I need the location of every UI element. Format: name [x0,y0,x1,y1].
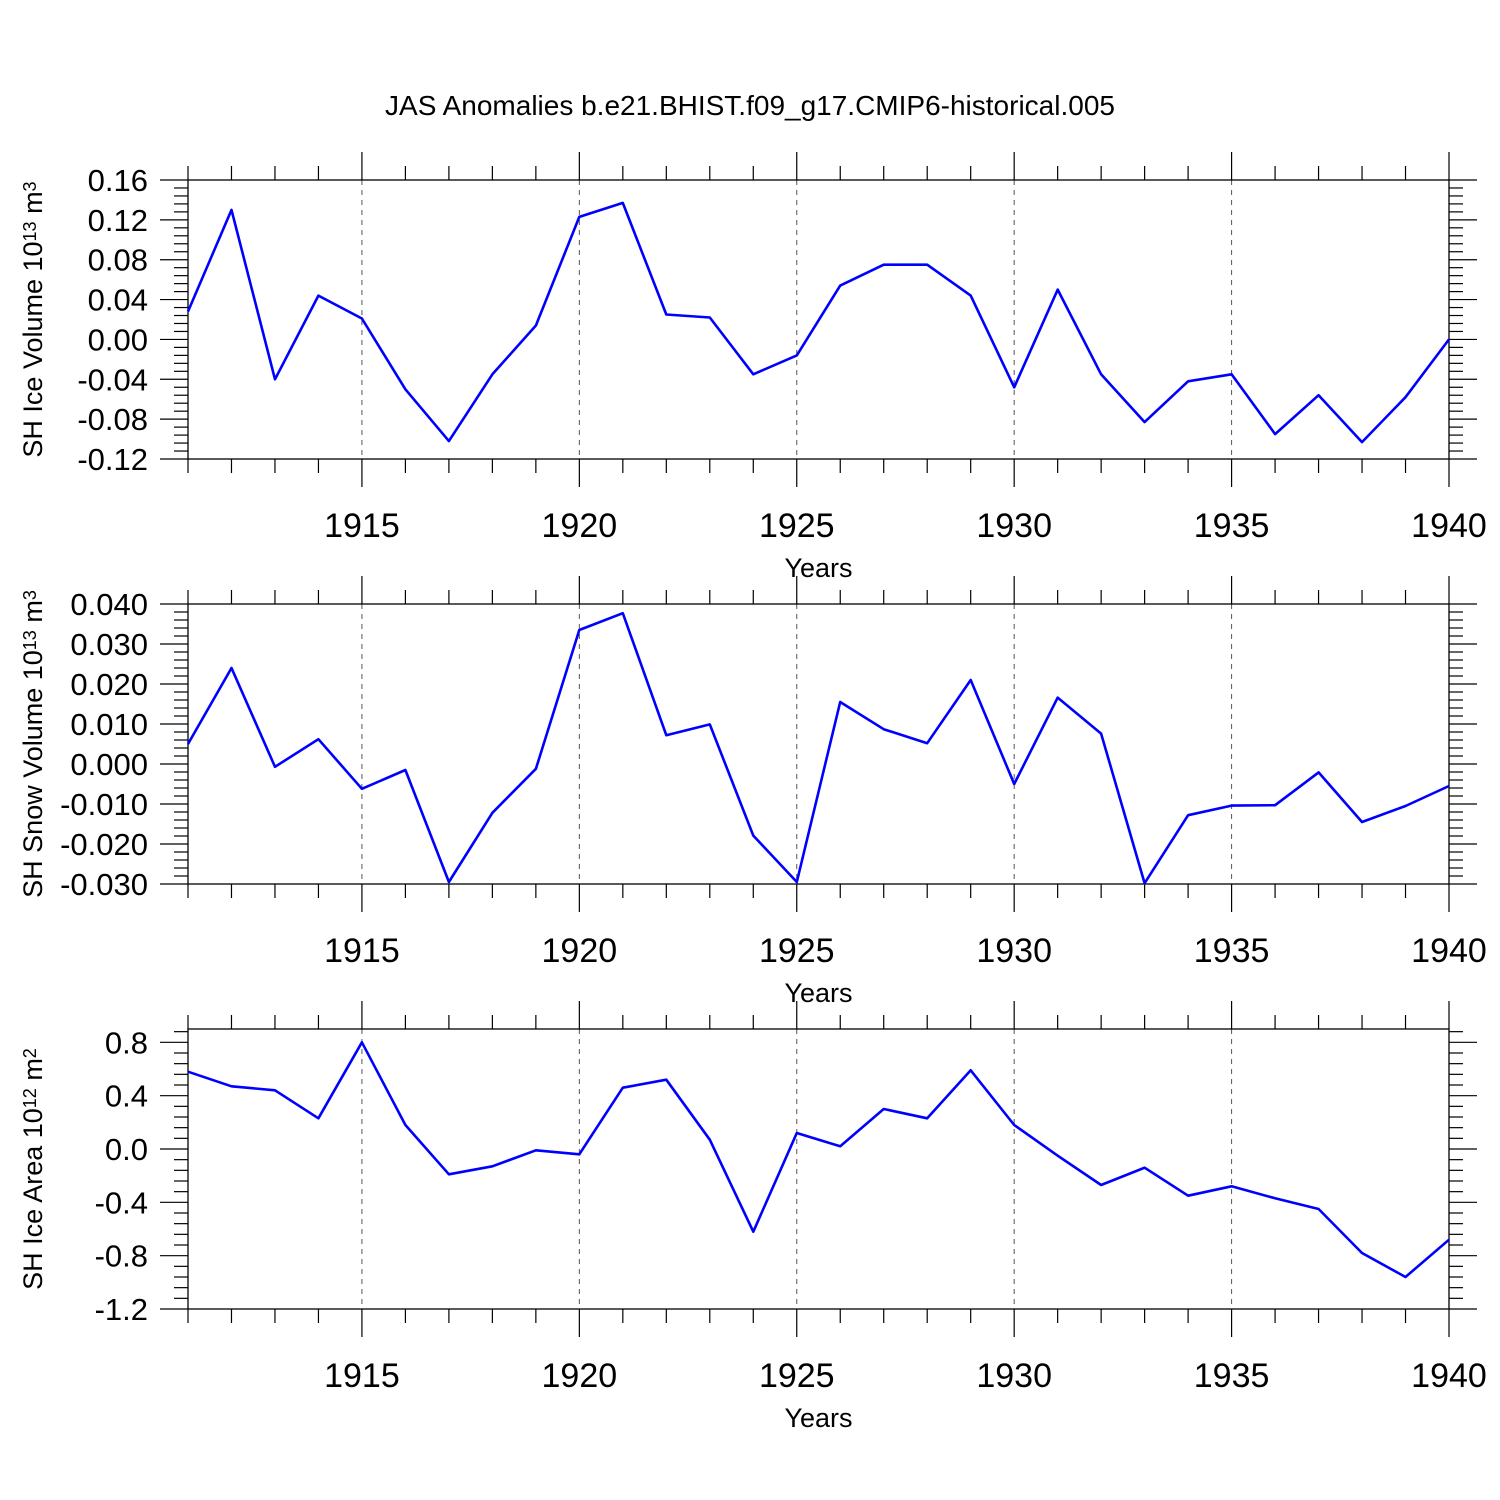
y-axis-label-superscript: 12 [20,1088,40,1108]
y-axis-label-superscript: 2 [20,1048,40,1058]
x-tick-label: 1935 [1194,507,1270,545]
y-tick-label: 0.0 [105,1132,148,1167]
x-tick-label: 1940 [1411,1357,1487,1395]
y-tick-label: 0.010 [70,707,148,742]
x-tick-label: 1940 [1411,932,1487,970]
x-tick-label: 1915 [324,507,400,545]
y-tick-label: 0.16 [88,163,148,198]
data-series-line [186,611,1450,885]
y-tick-label: 0.8 [105,1025,148,1060]
y-axis-label-superscript: 13 [20,630,40,650]
x-tick-label: 1915 [324,1357,400,1395]
y-axis-label-superscript: 3 [20,590,40,600]
x-axis-label: Years [784,1403,852,1433]
y-axis-label-text: SH Snow Volume 10 [18,650,48,898]
y-tick-label: -0.04 [77,362,148,397]
y-axis-label-text: m [18,600,48,630]
y-tick-label: -0.12 [77,442,148,477]
x-tick-label: 1930 [976,932,1052,970]
data-series-line [187,1041,1450,1279]
x-tick-label: 1920 [542,1357,618,1395]
y-tick-label: -0.8 [95,1239,148,1274]
chart-panel-snow-volume: -0.030 -0.020 -0.010 0.000 0.010 0.020 0.030 0.… [18,576,1487,1008]
y-tick-label: -0.08 [77,402,148,437]
y-tick-label: -0.010 [60,787,148,822]
y-tick-label: 0.040 [70,587,148,622]
y-axis-label: SH Ice Area 1012 m2 [18,1048,48,1290]
y-axis-label-text: SH Ice Area 10 [18,1108,48,1290]
x-tick-label: 1930 [976,507,1052,545]
y-axis-label-text: m [18,1058,48,1088]
y-tick-label: 0.12 [88,203,148,238]
y-axis-label-superscript: 13 [20,221,40,241]
y-tick-label: 0.00 [88,322,148,357]
y-tick-label: -1.2 [95,1292,148,1327]
x-tick-label: 1925 [759,932,835,970]
data-series-line [186,201,1451,444]
y-tick-label: -0.030 [60,867,148,902]
x-tick-label: 1935 [1194,932,1270,970]
x-tick-label: 1930 [976,1357,1052,1395]
x-tick-label: 1925 [759,507,835,545]
y-axis-label-text: m [18,191,48,221]
plot-frame [187,1028,1450,1310]
y-tick-label: -0.4 [95,1185,148,1220]
plot-frame [187,179,1450,460]
x-tick-label: 1920 [542,932,618,970]
chart-panel-ice-area: -1.2 -0.8 -0.4 0.0 0.4 0.8 1915 1920 1925 1930 193… [18,1001,1487,1433]
x-tick-label: 1925 [759,1357,835,1395]
chart-panel-ice-volume: -0.12 -0.08 -0.04 0.00 0.04 0.08 0.12 0.16 1915 1… [18,152,1487,583]
x-axis-label: Years [784,978,852,1008]
y-axis-label-superscript: 3 [20,181,40,191]
x-tick-label: 1915 [324,932,400,970]
x-tick-label: 1935 [1194,1357,1270,1395]
x-tick-label: 1920 [542,507,618,545]
x-axis-label: Years [784,553,852,583]
plot-frame [187,603,1450,885]
y-axis-label: SH Ice Volume 1013 m3 [18,181,48,457]
y-tick-label: 0.4 [105,1079,148,1114]
y-tick-label: 0.030 [70,627,148,662]
y-axis-label: SH Snow Volume 1013 m3 [18,590,48,898]
y-tick-label: 0.000 [70,747,148,782]
figure-title: JAS Anomalies b.e21.BHIST.f09_g17.CMIP6-… [385,90,1115,121]
y-tick-label: -0.020 [60,827,148,862]
y-tick-label: 0.04 [88,283,148,318]
x-tick-label: 1940 [1411,507,1487,545]
y-tick-label: 0.020 [70,667,148,702]
y-tick-label: 0.08 [88,243,148,278]
y-axis-label-text: SH Ice Volume 10 [18,241,48,457]
